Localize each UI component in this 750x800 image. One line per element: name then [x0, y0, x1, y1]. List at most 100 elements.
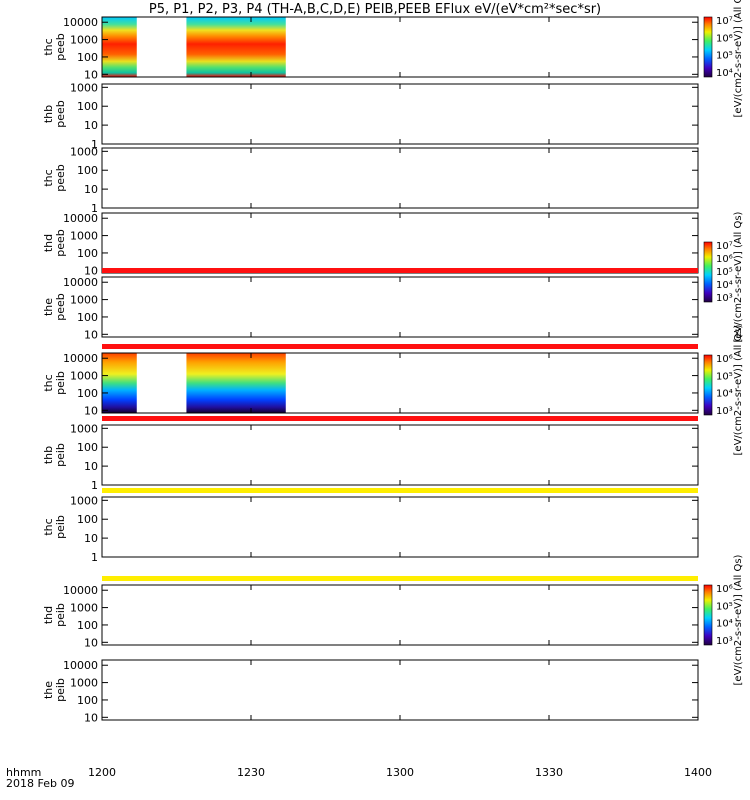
y-tick-label: 100: [77, 247, 98, 260]
colorbar-units-label: [eV/(cm2-s-sr-eV)] (All Qs): [733, 0, 744, 117]
colorbar-tick-label: 10⁴: [716, 389, 733, 400]
colorbar-tick-label: 10⁶: [716, 354, 733, 365]
panel-label-probe: thc: [42, 518, 55, 535]
y-tick-label: 100: [77, 441, 98, 454]
colorbar-tick-label: 10⁴: [716, 68, 733, 79]
panel-frame-8: [101, 584, 699, 646]
x-tick-label: 1330: [535, 766, 563, 779]
y-tick-label: 1000: [70, 294, 98, 307]
colorbar-units-label: [eV/(cm2-s-sr-eV)] (All Qs): [733, 211, 744, 342]
y-tick-label: 1000: [70, 230, 98, 243]
x-tick-label: 1230: [237, 766, 265, 779]
y-tick-label: 10: [84, 119, 98, 132]
y-tick-label: 1000: [70, 370, 98, 383]
colorbar-tick-label: 10⁷: [716, 16, 733, 27]
y-tick-label: 100: [77, 387, 98, 400]
y-tick-label: 10: [84, 636, 98, 649]
y-tick-label: 10000: [63, 16, 98, 29]
panel-label-product: peib: [54, 515, 67, 539]
panel-label-product: peeb: [54, 100, 67, 128]
y-tick-label: 10: [84, 68, 98, 81]
colorbar-units-label: [eV/(cm2-s-sr-eV)] (All Qs): [733, 554, 744, 685]
panel-frame-6: [101, 424, 699, 486]
y-tick-label: 10000: [63, 352, 98, 365]
panel-label-probe: thb: [42, 105, 55, 123]
colorbar-3: [703, 584, 713, 646]
colorbar-tick-label: 10⁴: [716, 280, 733, 291]
panel-label-probe: thc: [42, 169, 55, 186]
y-tick-label: 1000: [70, 494, 98, 507]
colorbar-tick-label: 10⁵: [716, 51, 733, 62]
colorbar-tick-label: 10⁶: [716, 584, 733, 595]
flat-line-yellow-8: [102, 576, 698, 581]
y-tick-label: 10000: [63, 584, 98, 597]
colorbar-tick-label: 10⁶: [716, 33, 733, 44]
chart-title: P5, P1, P2, P3, P4 (TH-A,B,C,D,E) PEIB,P…: [148, 2, 602, 17]
x-tick-label: 1200: [88, 766, 116, 779]
panel-label-probe: thc: [42, 374, 55, 391]
y-tick-label: 10000: [63, 276, 98, 289]
x-tick-label: 1400: [684, 766, 712, 779]
colorbar-tick-label: 10³: [716, 636, 733, 647]
flat-line-yellow-7: [102, 488, 698, 493]
panel-frame-3: [101, 212, 699, 274]
y-tick-label: 1000: [70, 145, 98, 158]
panel-label-probe: the: [42, 298, 55, 316]
y-tick-label: 1: [91, 479, 98, 492]
panel-label-product: peib: [54, 371, 67, 395]
spectrogram-block-5-1: [186, 353, 286, 413]
flat-line-red-6: [102, 416, 698, 421]
panel-label-product: peeb: [54, 229, 67, 257]
colorbar-tick-label: 10⁵: [716, 601, 733, 612]
panel-label-product: peib: [54, 603, 67, 627]
panel-frame-4: [101, 276, 699, 338]
panel-label-product: peeb: [54, 164, 67, 192]
panel-frame-7: [101, 496, 699, 558]
y-tick-label: 10: [84, 711, 98, 724]
y-tick-label: 10000: [63, 212, 98, 225]
y-tick-label: 100: [77, 311, 98, 324]
y-tick-label: 100: [77, 694, 98, 707]
y-tick-label: 100: [77, 513, 98, 526]
panel-frame-1: [101, 83, 699, 145]
y-tick-label: 10: [84, 328, 98, 341]
x-axis-row-label-hhmm: hhmm: [6, 766, 42, 779]
panel-label-product: peeb: [54, 33, 67, 61]
colorbar-tick-label: 10⁴: [716, 619, 733, 630]
y-tick-label: 10: [84, 404, 98, 417]
colorbar-tick-label: 10⁶: [716, 254, 733, 265]
x-axis-row-label-date: 2018 Feb 09: [6, 777, 75, 790]
y-tick-label: 1000: [70, 34, 98, 47]
flat-line-red-4: [102, 268, 698, 273]
y-tick-label: 100: [77, 51, 98, 64]
y-tick-label: 1000: [70, 677, 98, 690]
y-tick-label: 1000: [70, 602, 98, 615]
panel-frame-9: [101, 659, 699, 721]
panel-label-probe: thd: [42, 606, 55, 624]
colorbar-0: [703, 16, 713, 78]
colorbar-tick-label: 10⁵: [716, 371, 733, 382]
panel-label-probe: the: [42, 681, 55, 699]
y-tick-label: 1000: [70, 422, 98, 435]
spectrogram-block-0-1: [186, 17, 286, 77]
colorbar-tick-label: 10⁵: [716, 267, 733, 278]
y-tick-label: 100: [77, 619, 98, 632]
flat-line-red-5: [102, 344, 698, 349]
y-tick-label: 1: [91, 138, 98, 151]
colorbar-2: [703, 354, 713, 416]
spectrogram-block-5-0: [102, 353, 137, 413]
panel-label-probe: thc: [42, 38, 55, 55]
colorbar-tick-label: 10⁷: [716, 241, 733, 252]
colorbar-tick-label: 10³: [716, 293, 733, 304]
y-tick-label: 10: [84, 264, 98, 277]
colorbar-1: [703, 241, 713, 303]
y-tick-label: 1: [91, 202, 98, 215]
panel-label-product: peib: [54, 678, 67, 702]
y-tick-label: 100: [77, 100, 98, 113]
panel-label-probe: thb: [42, 446, 55, 464]
spectrogram-block-0-0: [102, 17, 137, 77]
colorbar-tick-label: 10³: [716, 406, 733, 417]
y-tick-label: 100: [77, 164, 98, 177]
panel-label-product: peib: [54, 443, 67, 467]
